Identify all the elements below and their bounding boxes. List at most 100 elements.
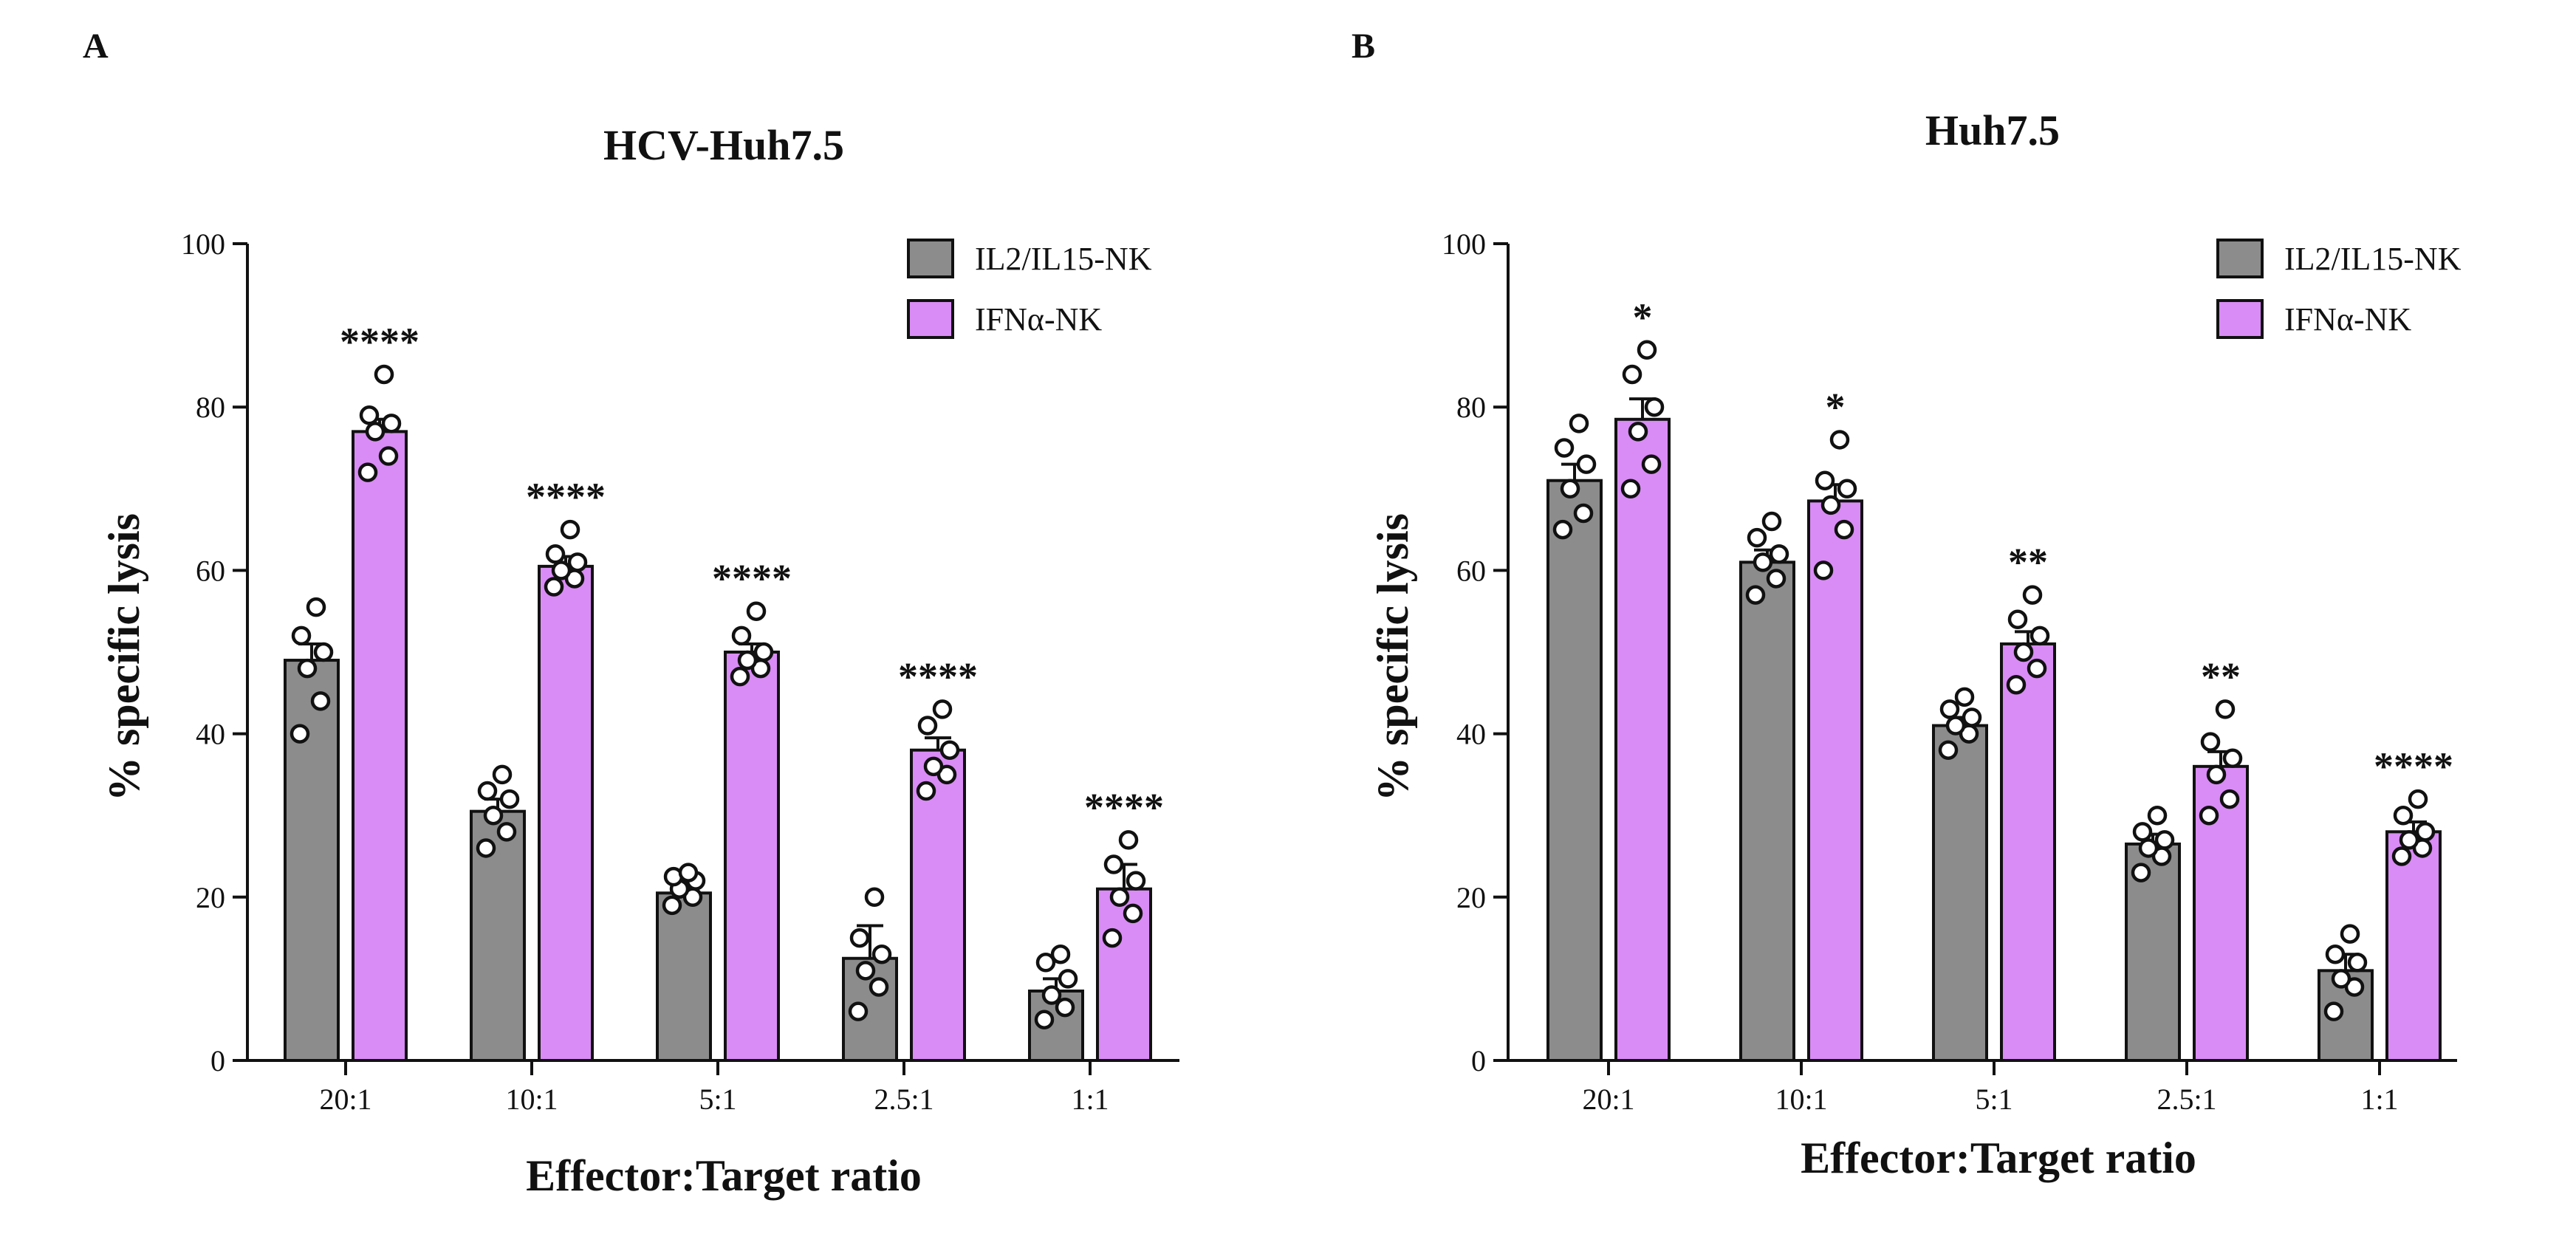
panel-b-x-tick-label: 1:1 (2360, 1083, 2398, 1116)
panel-a-data-point-ifn (1103, 854, 1124, 874)
panel-b-data-point-il2 (1753, 552, 1773, 572)
panel-a-data-point-ifn (357, 462, 378, 482)
panel-a-significance-label: **** (340, 320, 419, 364)
panel-b-data-point-ifn (2027, 658, 2047, 679)
panel-b-data-point-il2 (2331, 969, 2351, 989)
panel-b-y-tick-label: 60 (1456, 554, 1486, 587)
panel-b-data-point-il2 (1576, 454, 1597, 474)
panel-a-data-point-ifn (737, 650, 758, 671)
panel-a-x-tick-label: 2.5:1 (874, 1083, 934, 1116)
panel-a-significance-label: **** (898, 654, 978, 699)
panel-b-data-point-ifn (2007, 609, 2028, 630)
panel-b-data-point-il2 (1747, 527, 1767, 548)
panel-a-legend-label-ifn: IFNα-NK (975, 301, 1102, 337)
panel-a-data-point-ifn (730, 666, 750, 687)
panel-b-data-point-ifn (1820, 495, 1841, 515)
panel-a-data-point-il2 (306, 597, 326, 617)
panel-a-data-point-ifn (753, 642, 774, 662)
panel-a-data-point-il2 (313, 642, 334, 662)
panel-a-data-point-ifn (923, 756, 944, 777)
panel-a: A HCV-Huh7.5 Effector:Target ratio % spe… (83, 27, 1179, 1200)
panel-b-bar-ifn (1807, 499, 1863, 1062)
panel-b-y-axis-label: % specific lysis (1368, 513, 1417, 801)
panel-a-y-tick-label: 20 (196, 881, 225, 914)
panel-b-data-point-ifn (2408, 789, 2428, 809)
panel-b: B Huh7.5 Effector:Target ratio % specifi… (1352, 27, 2462, 1182)
panel-a-data-point-ifn (544, 577, 564, 597)
panel-a-data-point-ifn (1126, 871, 1146, 891)
panel-a-data-point-il2 (869, 977, 889, 997)
panel-b-marks: 0 20 40 60 80 100 20:1 * 10:1 * 5:1 ** 2.5:1 ** 1:1 ***… (1442, 227, 2453, 1116)
panel-a-bar-ifn (538, 564, 594, 1062)
panel-b-data-point-ifn (2199, 805, 2219, 826)
panel-b-data-point-ifn (2393, 805, 2414, 826)
panel-b-legend-label-ifn: IFNα-NK (2284, 301, 2411, 337)
panel-a-data-point-ifn (551, 561, 572, 580)
panel-a-legend-swatch-ifn (907, 299, 954, 339)
panel-a-data-point-ifn (1123, 903, 1143, 924)
panel-a-x-tick-label: 10:1 (505, 1083, 558, 1116)
panel-b-y-tick-label: 20 (1456, 881, 1486, 914)
panel-b-data-point-il2 (2154, 830, 2175, 850)
panel-b-data-point-il2 (2131, 863, 2151, 882)
panel-a-legend-label-il2: IL2/IL15-NK (975, 241, 1152, 277)
panel-b-data-point-ifn (1644, 397, 1665, 417)
panel-a-data-point-ifn (1102, 928, 1123, 948)
panel-a-data-point-ifn (917, 716, 938, 736)
panel-a-data-point-il2 (1041, 985, 1062, 1005)
panel-b-data-point-ifn (2415, 822, 2436, 842)
panel-b-data-point-il2 (1761, 511, 1782, 532)
panel-b-significance-label: * (1826, 385, 1846, 429)
panel-b-data-point-ifn (1620, 479, 1641, 499)
panel-b-data-point-ifn (2006, 674, 2027, 695)
panel-a-data-point-il2 (290, 724, 310, 744)
panel-a-data-point-il2 (291, 625, 312, 646)
panel-b-data-point-ifn (1815, 470, 1835, 490)
panel-b-x-tick-label: 5:1 (1975, 1083, 2012, 1116)
panel-b-title: Huh7.5 (1925, 106, 2060, 154)
panel-b-data-point-il2 (1569, 414, 1589, 433)
panel-b-data-point-ifn (1813, 561, 1834, 580)
panel-a-x-axis-label: Effector:Target ratio (526, 1151, 922, 1200)
panel-a-data-point-ifn (560, 519, 580, 540)
panel-a-data-point-ifn (374, 364, 394, 385)
panel-b-data-point-ifn (1637, 340, 1657, 360)
panel-a-letter: A (83, 27, 109, 66)
panel-b-x-axis-label: Effector:Target ratio (1801, 1134, 2196, 1182)
panel-b-data-point-ifn (2013, 642, 2034, 662)
panel-a-data-point-il2 (849, 928, 870, 948)
panel-a-legend: IL2/IL15-NK IFNα-NK (907, 239, 1152, 339)
panel-a-y-tick-label: 100 (181, 227, 225, 261)
panel-b-data-point-il2 (1939, 699, 1960, 719)
panel-b-data-point-il2 (1573, 503, 1594, 524)
panel-b-data-point-ifn (2215, 699, 2236, 719)
panel-b-data-point-il2 (1560, 479, 1580, 499)
panel-b-data-point-il2 (2138, 838, 2159, 858)
panel-b-bar-ifn (1614, 417, 1671, 1062)
panel-b-data-point-il2 (1766, 569, 1787, 589)
panel-a-data-point-il2 (678, 863, 699, 882)
panel-a-y-tick-label: 80 (196, 391, 225, 424)
panel-b-data-point-il2 (1962, 707, 1982, 727)
panel-a-y-axis-label: % specific lysis (100, 513, 148, 801)
panel-b-data-point-ifn (2206, 764, 2227, 785)
panel-b-data-point-il2 (1954, 687, 1975, 707)
panel-b-data-point-ifn (1837, 479, 1857, 499)
panel-a-data-point-ifn (381, 414, 402, 433)
panel-b-data-point-ifn (1641, 454, 1662, 474)
panel-b-data-point-ifn (2399, 830, 2419, 850)
panel-b-data-point-ifn (1622, 364, 1642, 385)
panel-a-data-point-il2 (855, 961, 876, 981)
panel-a-data-point-il2 (496, 822, 517, 842)
panel-a-data-point-ifn (1109, 887, 1130, 908)
panel-b-data-point-il2 (1945, 716, 1966, 736)
panel-a-bar-il2 (284, 659, 340, 1062)
panel-a-legend-swatch-il2 (907, 239, 954, 278)
panel-b-significance-label: ** (2201, 654, 2241, 699)
panel-a-data-point-il2 (310, 691, 331, 711)
panel-b-data-point-il2 (2323, 1001, 2344, 1021)
panel-a-data-point-il2 (1034, 1010, 1055, 1029)
panel-a-data-point-ifn (746, 601, 767, 621)
